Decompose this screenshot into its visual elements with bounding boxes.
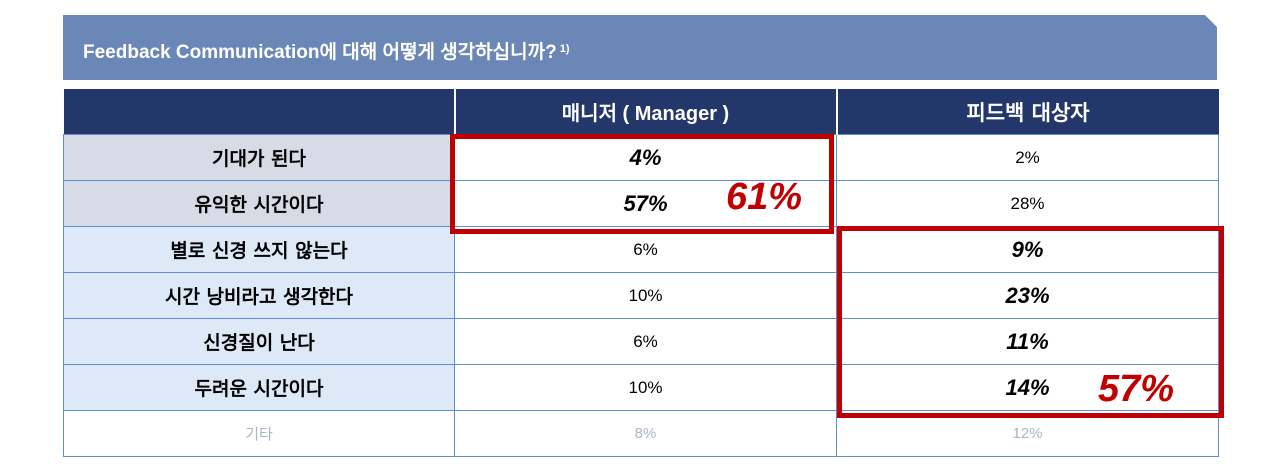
header-manager: 매니저 ( Manager ) xyxy=(454,89,838,135)
table-row: 기대가 된다 4% 2% xyxy=(63,134,1219,181)
target-highlight-box xyxy=(837,226,1224,418)
row-label: 시간 낭비라고 생각한다 xyxy=(63,272,455,319)
row-label: 유익한 시간이다 xyxy=(63,180,455,227)
manager-value: 8% xyxy=(454,410,837,457)
manager-value: 4% xyxy=(454,134,837,181)
header-empty xyxy=(63,89,456,135)
row-label: 기타 xyxy=(63,410,455,457)
manager-value: 6% xyxy=(454,318,837,365)
table-row: 별로 신경 쓰지 않는다 6% 9% xyxy=(63,226,1219,273)
target-value: 28% xyxy=(836,180,1219,227)
manager-total-label: 61% xyxy=(726,176,803,218)
table-row: 두려운 시간이다 10% 14% xyxy=(63,364,1219,411)
row-label: 기대가 된다 xyxy=(63,134,455,181)
table-header-row: 매니저 ( Manager ) 피드백 대상자 xyxy=(63,89,1219,135)
manager-value: 57% xyxy=(454,180,837,227)
manager-value: 10% xyxy=(454,272,837,319)
target-value: 23% xyxy=(836,272,1219,319)
table-row: 시간 낭비라고 생각한다 10% 23% xyxy=(63,272,1219,319)
banner-title: Feedback Communication에 대해 어떻게 생각하십니까? 1) xyxy=(83,37,569,64)
target-value: 9% xyxy=(836,226,1219,273)
title-banner: Feedback Communication에 대해 어떻게 생각하십니까? 1) xyxy=(63,15,1217,80)
manager-highlight-box xyxy=(450,134,834,234)
header-feedback-target: 피드백 대상자 xyxy=(836,89,1219,135)
banner-footnote: 1) xyxy=(559,43,570,55)
target-value: 11% xyxy=(836,318,1219,365)
row-label: 두려운 시간이다 xyxy=(63,364,455,411)
manager-value: 10% xyxy=(454,364,837,411)
target-value: 2% xyxy=(836,134,1219,181)
table-row: 유익한 시간이다 57% 28% xyxy=(63,180,1219,227)
target-value: 14% xyxy=(836,364,1219,411)
row-label: 별로 신경 쓰지 않는다 xyxy=(63,226,455,273)
table-row: 신경질이 난다 6% 11% xyxy=(63,318,1219,365)
banner-title-text: Feedback Communication에 대해 어떻게 생각하십니까? xyxy=(83,42,557,63)
target-total-label: 57% xyxy=(1098,368,1175,410)
row-label: 신경질이 난다 xyxy=(63,318,455,365)
survey-table: 매니저 ( Manager ) 피드백 대상자 기대가 된다 4% 2% 유익한… xyxy=(63,89,1219,457)
